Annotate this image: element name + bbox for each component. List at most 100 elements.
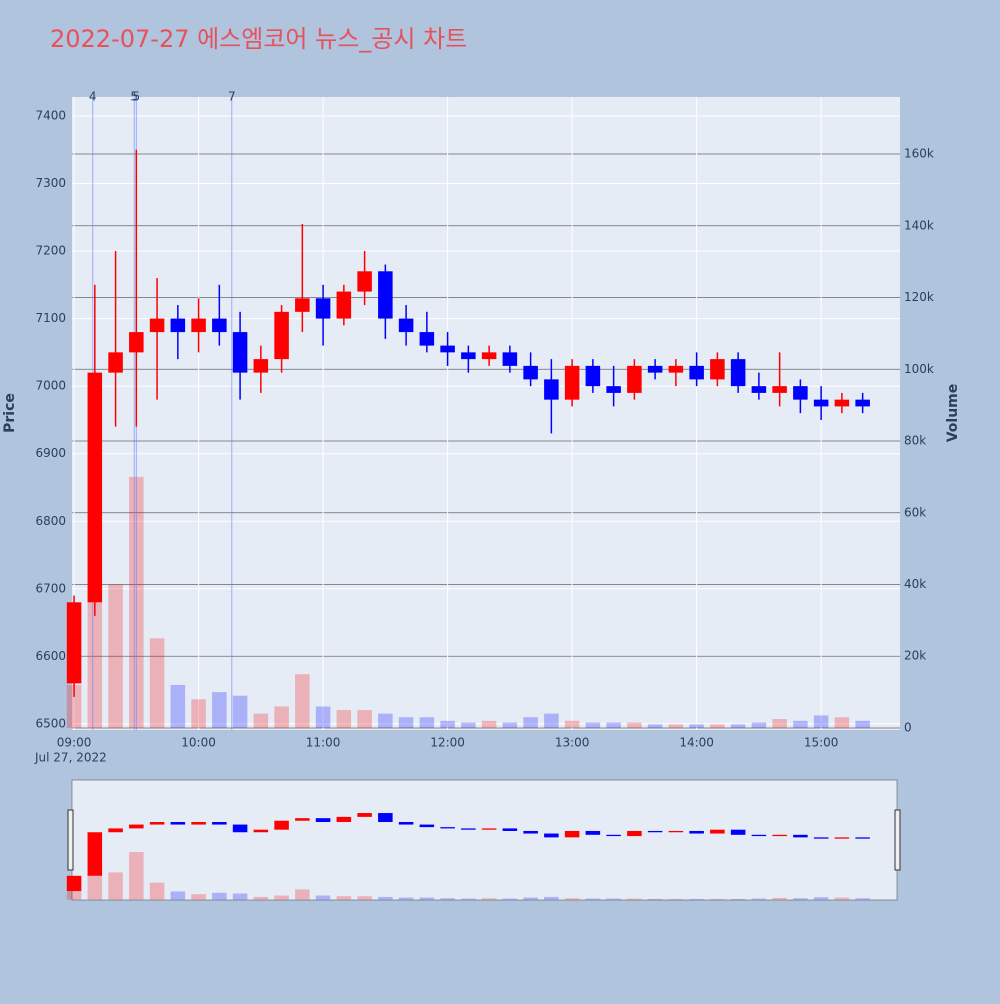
annotation-label: 5 (130, 90, 138, 104)
y2-tick-label: 0 (904, 720, 912, 734)
volume-bar (647, 724, 663, 728)
mini-volume-bar (87, 875, 103, 900)
volume-bar (813, 715, 829, 728)
candle-body (461, 352, 476, 360)
candle-body (419, 332, 435, 346)
candle-body (253, 359, 269, 373)
candle-body (66, 602, 82, 684)
mini-candle (585, 830, 601, 835)
mini-candle (502, 828, 518, 831)
mini-volume-bar (315, 895, 331, 900)
mini-candle (149, 822, 165, 825)
y2-tick-label: 120k (904, 290, 934, 304)
volume-bar (398, 717, 414, 728)
mini-volume-bar (336, 896, 352, 900)
x-tick-label: 12:00 (430, 736, 465, 750)
mini-candle (170, 822, 186, 825)
mini-candle (647, 830, 663, 833)
mini-volume-bar (108, 872, 123, 900)
slider-handle[interactable] (894, 809, 901, 871)
candle-body (793, 386, 808, 400)
mini-volume-bar (689, 898, 704, 900)
mini-volume-bar (129, 852, 144, 900)
y2-tick-label: 40k (904, 577, 926, 591)
mini-candle (855, 837, 870, 839)
candle-body (440, 345, 455, 353)
mini-candle (66, 875, 82, 892)
mini-volume-bar (419, 897, 435, 900)
mini-volume-bar (751, 898, 767, 900)
candle-body (108, 352, 123, 373)
mini-candle (378, 813, 393, 823)
y-tick-label: 6900 (35, 446, 66, 460)
volume-bar (149, 638, 165, 728)
mini-volume-bar (772, 897, 787, 900)
volume-bar (274, 706, 289, 728)
mini-candle (108, 828, 123, 833)
candle-body (710, 359, 725, 380)
candle-body (544, 379, 559, 400)
volume-bar (440, 720, 455, 728)
mini-candle (336, 816, 352, 823)
volume-bar (564, 720, 580, 728)
y-axis-title: Price (2, 393, 18, 433)
volume-bar (793, 720, 808, 728)
mini-volume-bar (481, 898, 497, 900)
x-tick-label: 09:00 (57, 736, 92, 750)
annotation-label: 4 (89, 90, 97, 104)
mini-candle (668, 830, 684, 833)
mini-volume-bar (440, 898, 455, 900)
y2-tick-label: 60k (904, 505, 926, 519)
mini-candle (253, 829, 269, 833)
mini-volume-bar (232, 893, 248, 900)
volume-bar (253, 713, 269, 728)
mini-candle (793, 834, 808, 838)
y2-axis-title: Volume (945, 384, 961, 443)
y-tick-label: 7000 (35, 379, 66, 393)
x-tick-label: 10:00 (181, 736, 216, 750)
candle-body (295, 298, 310, 312)
mini-candle (710, 829, 725, 834)
x-tick-label: 13:00 (555, 736, 590, 750)
candle-body (170, 318, 186, 333)
mini-volume-bar (647, 898, 663, 900)
candle-body (502, 352, 518, 366)
volume-bar (461, 722, 476, 728)
mini-volume-bar (295, 889, 310, 900)
y2-tick-label: 20k (904, 649, 926, 663)
range-slider[interactable] (71, 779, 898, 901)
candle-body (751, 386, 767, 393)
mini-volume-bar (212, 892, 227, 900)
candle-body (481, 352, 497, 360)
mini-candle (440, 827, 455, 829)
volume-bar (855, 720, 870, 728)
volume-bar (481, 720, 497, 728)
y-tick-label: 6500 (35, 716, 66, 730)
mini-candle (274, 820, 289, 830)
candle-body (336, 291, 352, 319)
mini-volume-bar (274, 895, 289, 900)
y-tick-label: 6600 (35, 649, 66, 663)
volume-bar (606, 722, 621, 728)
mini-candle (419, 824, 435, 828)
candle-body (606, 386, 621, 393)
mini-candle (87, 832, 103, 876)
volume-bar (357, 710, 372, 728)
candle-body (772, 386, 787, 393)
slider-handle[interactable] (67, 809, 74, 871)
volume-bar (834, 717, 850, 728)
candle-body (357, 271, 372, 292)
mini-volume-bar (66, 891, 82, 900)
volume-bar (772, 719, 787, 728)
mini-volume-bar (461, 898, 476, 900)
mini-volume-bar (170, 891, 186, 900)
candle-body (647, 365, 663, 373)
volume-bar (585, 722, 601, 728)
volume-bar (710, 724, 725, 728)
candle-body (855, 399, 870, 407)
y-tick-label: 7200 (35, 244, 66, 258)
mini-candle (751, 834, 767, 837)
candle-body (398, 318, 414, 333)
mini-candle (564, 830, 580, 838)
mini-candle (627, 830, 642, 837)
